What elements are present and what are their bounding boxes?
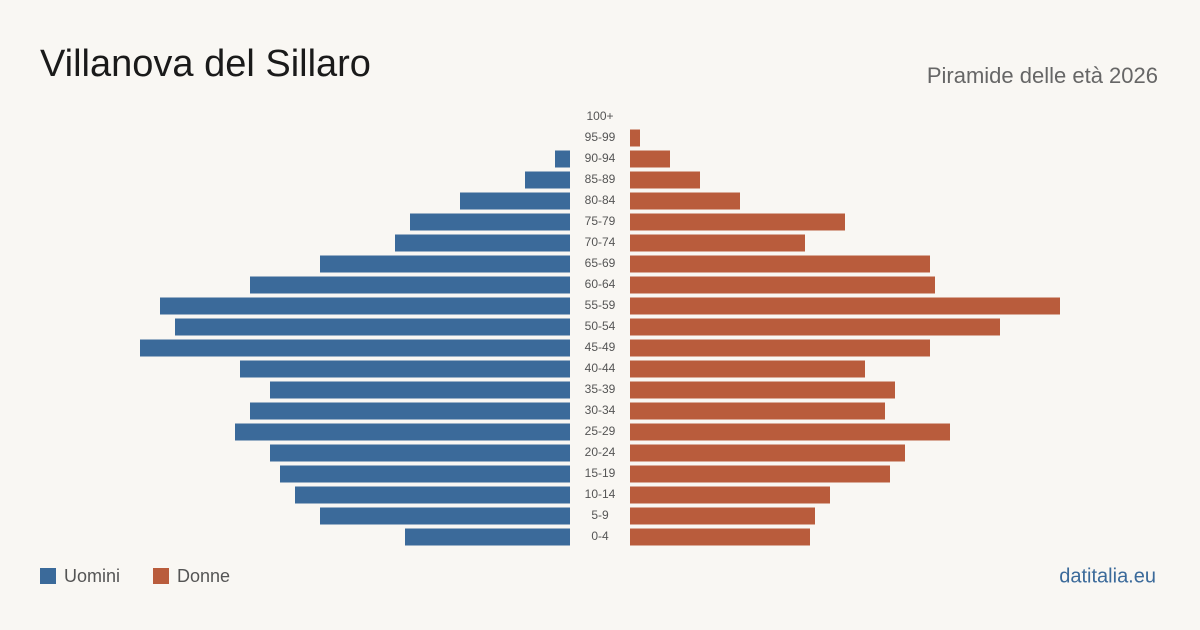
bar: [630, 402, 885, 420]
legend-swatch: [40, 568, 56, 584]
bar: [280, 465, 570, 483]
age-label: 95-99: [585, 130, 616, 144]
bar: [630, 276, 935, 294]
bar: [630, 423, 950, 441]
age-label: 65-69: [585, 256, 616, 270]
bar: [525, 171, 570, 189]
age-label: 40-44: [585, 361, 616, 375]
bar: [630, 192, 740, 210]
bar: [630, 234, 805, 252]
bar: [630, 381, 895, 399]
bar: [630, 150, 670, 168]
legend-label: Donne: [177, 566, 230, 586]
bar: [160, 297, 570, 315]
bar: [630, 528, 810, 546]
age-label: 85-89: [585, 172, 616, 186]
age-label: 75-79: [585, 214, 616, 228]
age-label: 20-24: [585, 445, 616, 459]
age-label: 30-34: [585, 403, 616, 417]
age-label: 35-39: [585, 382, 616, 396]
age-label: 80-84: [585, 193, 616, 207]
bar: [235, 423, 570, 441]
age-label: 10-14: [585, 487, 616, 501]
legend-label: Uomini: [64, 566, 120, 586]
chart-title: Villanova del Sillaro: [40, 43, 371, 85]
bar: [630, 297, 1060, 315]
age-label: 0-4: [591, 529, 609, 543]
bar: [320, 255, 570, 273]
bar: [630, 339, 930, 357]
bar: [270, 444, 570, 462]
bar: [270, 381, 570, 399]
bar: [405, 528, 570, 546]
bar: [240, 360, 570, 378]
bar: [555, 150, 570, 168]
bar: [630, 213, 845, 231]
bar: [630, 129, 640, 147]
bar: [395, 234, 570, 252]
age-label: 5-9: [591, 508, 609, 522]
bar: [630, 318, 1000, 336]
bar: [630, 360, 865, 378]
age-label: 70-74: [585, 235, 616, 249]
age-label: 55-59: [585, 298, 616, 312]
bar: [295, 486, 570, 504]
age-label: 60-64: [585, 277, 616, 291]
bar: [630, 171, 700, 189]
bar: [140, 339, 570, 357]
bar: [410, 213, 570, 231]
age-label: 50-54: [585, 319, 616, 333]
bar: [630, 444, 905, 462]
bar: [250, 276, 570, 294]
bar: [630, 255, 930, 273]
bar: [630, 507, 815, 525]
bar: [250, 402, 570, 420]
age-label: 45-49: [585, 340, 616, 354]
age-label: 90-94: [585, 151, 616, 165]
bar: [630, 465, 890, 483]
age-label: 15-19: [585, 466, 616, 480]
bar: [460, 192, 570, 210]
bar: [175, 318, 570, 336]
age-label: 100+: [586, 109, 613, 123]
source[interactable]: datitalia.eu: [1059, 565, 1156, 587]
bar: [630, 486, 830, 504]
bar: [320, 507, 570, 525]
age-label: 25-29: [585, 424, 616, 438]
chart-subtitle: Piramide delle età 2026: [927, 63, 1158, 88]
legend-swatch: [153, 568, 169, 584]
